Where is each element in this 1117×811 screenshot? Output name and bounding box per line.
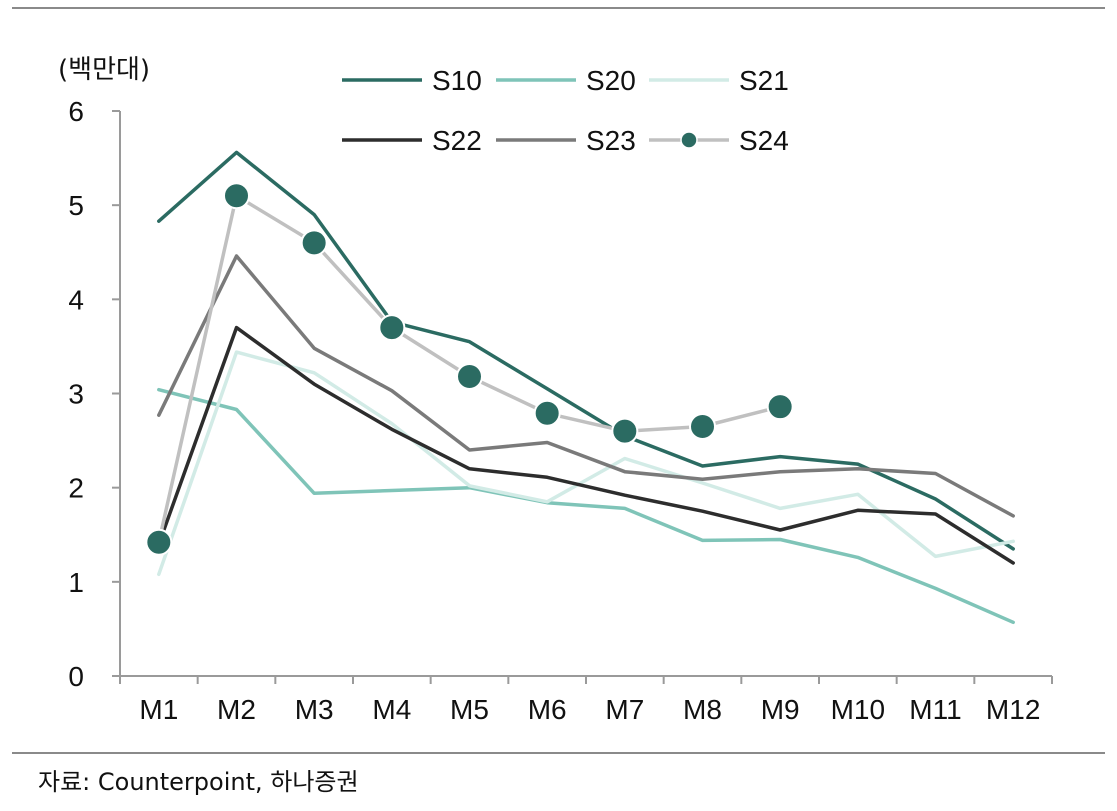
series-s21 [157,350,1015,577]
y-tick-label: 5 [68,190,84,221]
x-tick-label: M10 [831,694,885,725]
x-tick-label: M9 [761,694,800,725]
legend-label: S24 [739,125,789,156]
x-tick-label: M8 [683,694,722,725]
series-line-s22 [157,325,1015,565]
series-s10 [157,150,1015,551]
x-tick-label: M5 [450,694,489,725]
data-point-s24 [689,412,716,440]
series-s24 [145,182,794,556]
series-s23 [157,254,1015,518]
series-s22 [157,325,1015,565]
data-point-s24 [223,182,250,210]
x-tick-label: M3 [295,694,334,725]
legend-marker [680,131,698,149]
legend-label: S22 [432,125,482,156]
y-tick-label: 1 [68,567,84,598]
series-line-s10 [157,150,1015,551]
data-point-s24 [611,417,639,445]
x-tick-label: M11 [909,694,961,725]
y-tick-label: 2 [68,473,84,504]
data-point-s24 [766,393,794,421]
legend-item-s10: S10 [342,65,482,96]
legend-item-s22: S22 [342,125,482,156]
legend-item-s21: S21 [649,65,789,96]
x-tick-label: M4 [372,694,411,725]
y-tick-label: 0 [68,661,84,692]
data-point-s24 [456,363,483,391]
series-s20 [157,387,1015,625]
data-point-s24 [378,314,406,342]
data-point-s24 [145,528,173,556]
legend-item-s24: S24 [649,125,789,156]
x-tick-label: M6 [528,694,567,725]
legend-label: S21 [739,65,789,96]
x-tick-label: M7 [605,694,644,725]
data-point-s24 [533,399,561,427]
y-tick-label: 6 [68,96,84,127]
legend: S10 S20 S21 S22 S23 S24 [342,65,789,156]
legend-item-s23: S23 [496,125,636,156]
series-line-s20 [157,387,1015,625]
x-tick-label: M12 [986,694,1040,725]
y-tick-label: 4 [68,284,84,315]
x-tick-label: M1 [139,694,178,725]
legend-label: S23 [586,125,636,156]
legend-label: S20 [586,65,636,96]
source-note: 자료: Counterpoint, 하나증권 [38,768,359,796]
series-line-s21 [157,350,1015,577]
axes: 0 1 2 3 4 5 6 M1 M2 M3 M4 M5 M6 M7 M8 M9 M10 M11 M12 [68,96,1053,725]
unit-label: (백만대) [58,55,150,85]
series-line-s23 [157,254,1015,518]
series-layer [145,150,1015,625]
data-point-s24 [300,229,328,257]
legend-label: S10 [432,65,482,96]
legend-item-s20: S20 [496,65,636,96]
x-tick-label: M2 [217,694,256,725]
y-tick-label: 3 [68,379,84,410]
line-chart: (백만대) 0 1 2 3 4 5 6 M1 M2 M3 M4 M5 M6 M7 M8 M9 M10 M11 M12… [12,7,1105,754]
